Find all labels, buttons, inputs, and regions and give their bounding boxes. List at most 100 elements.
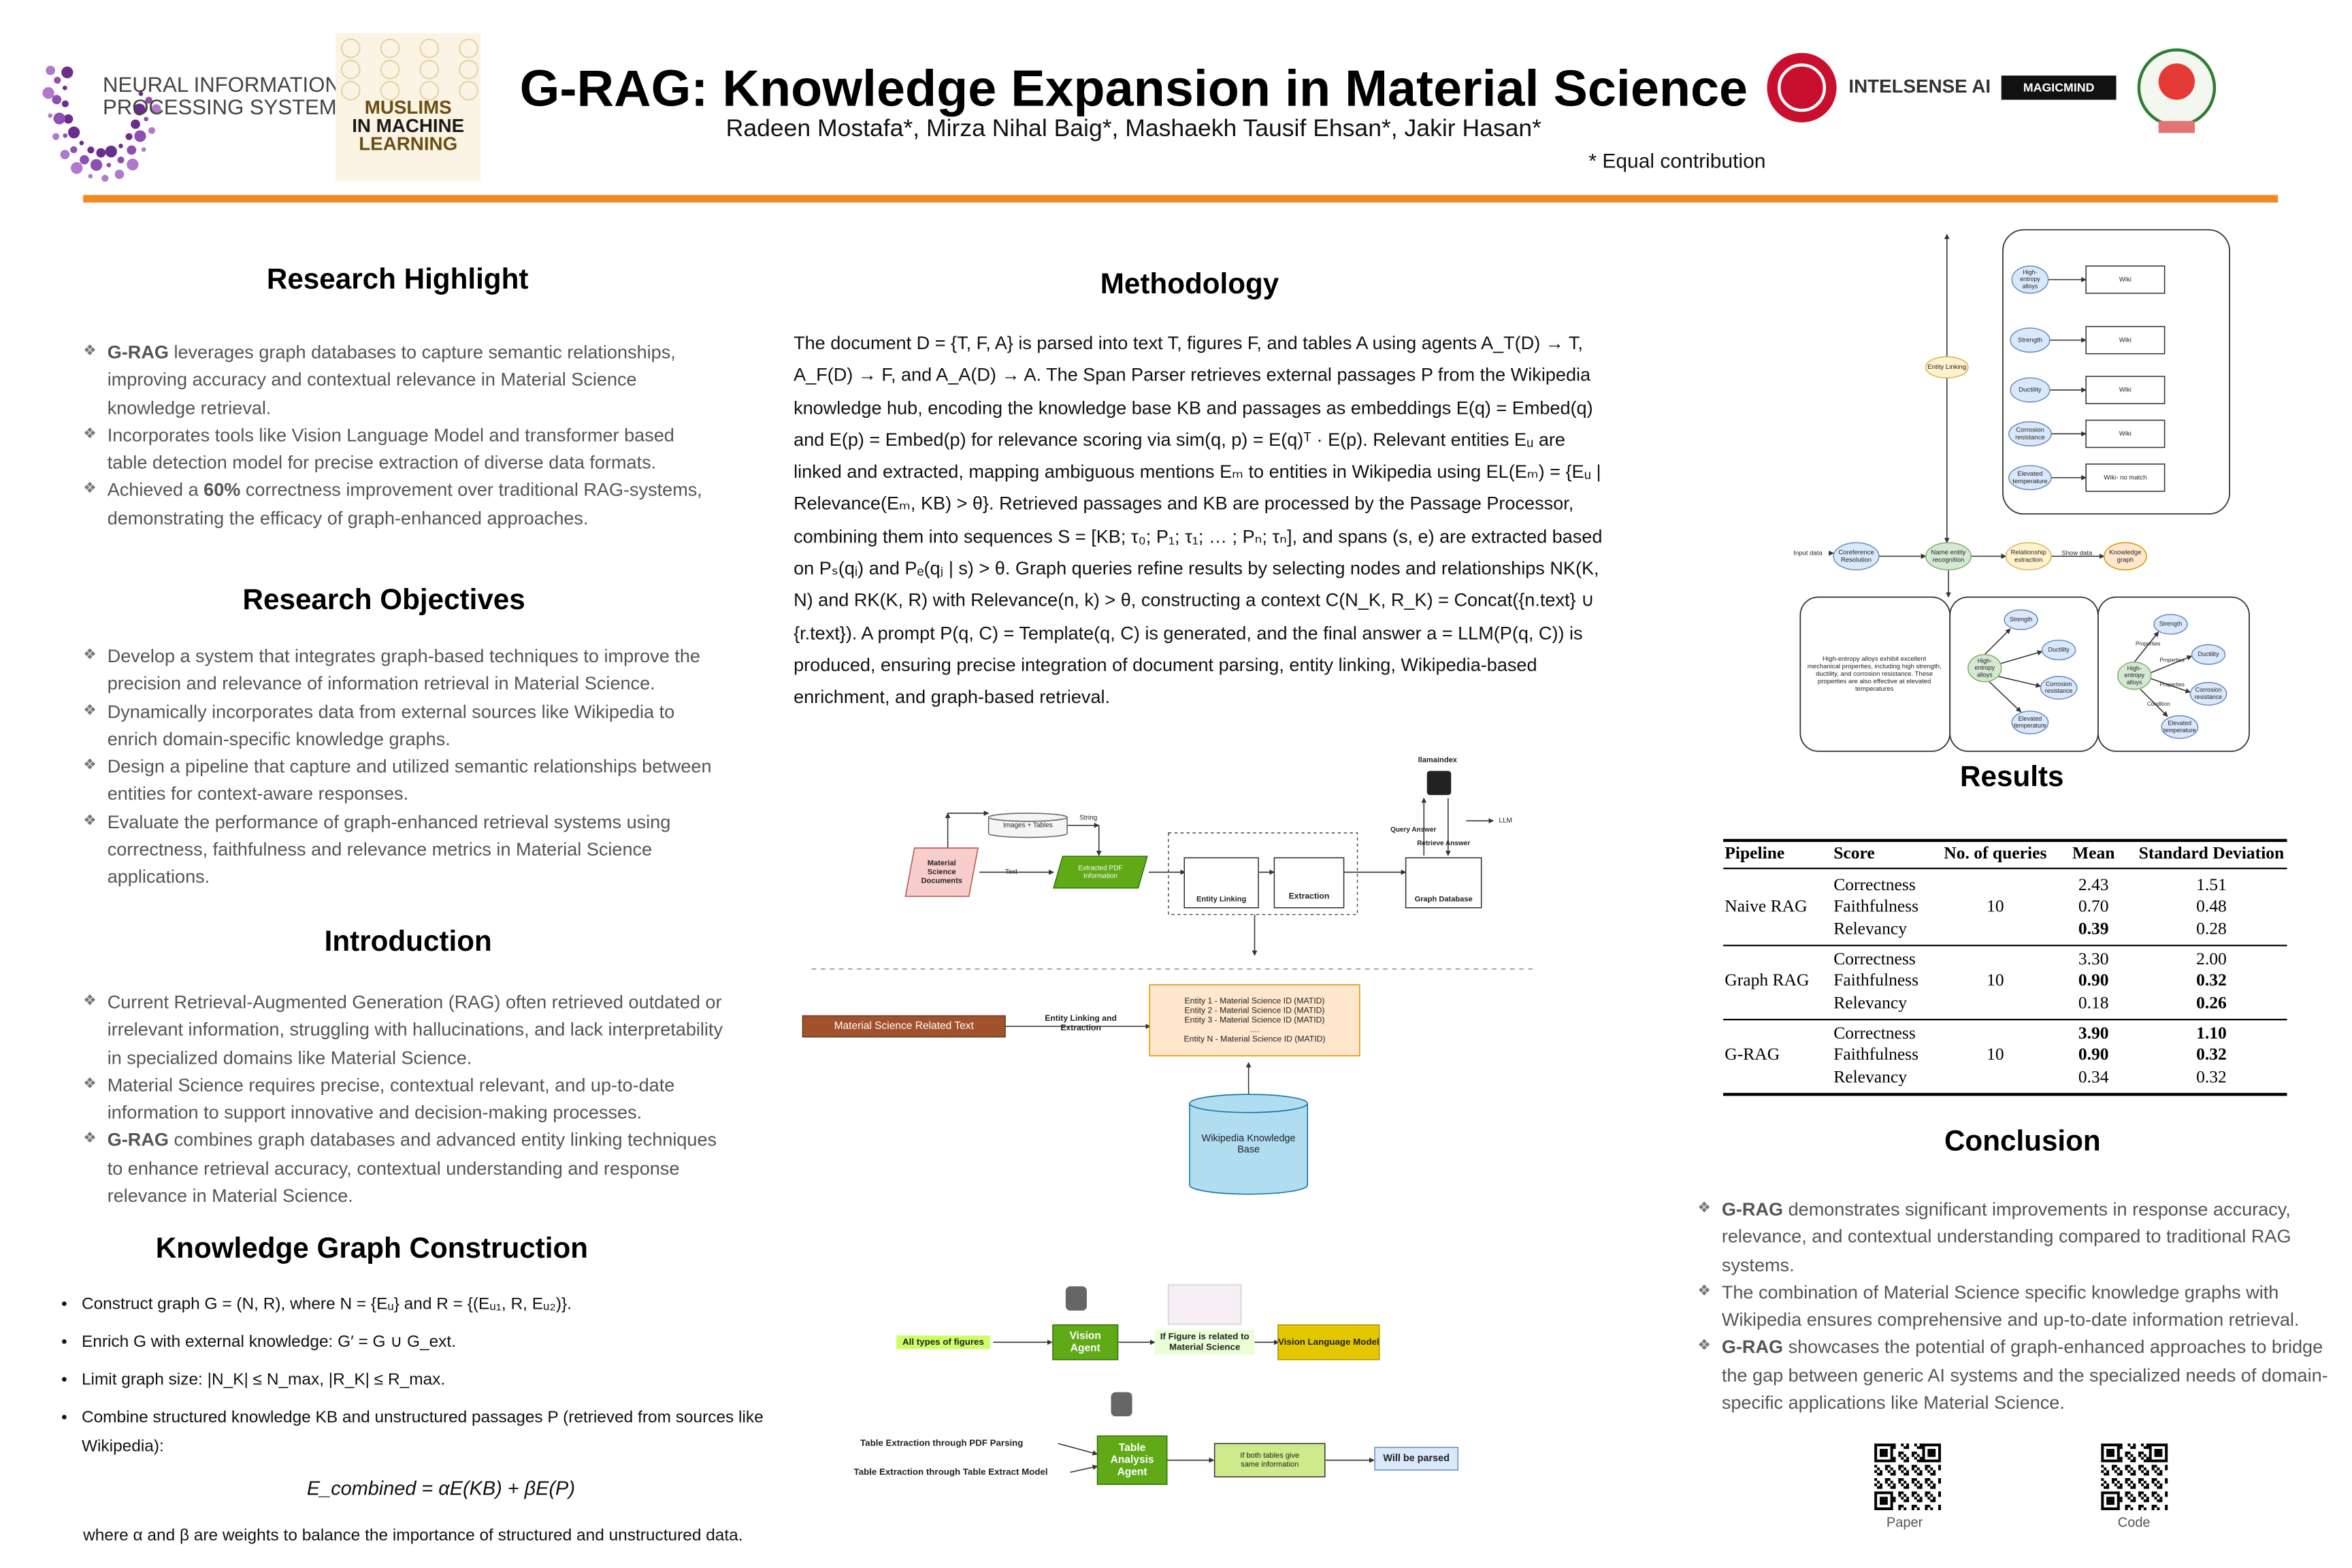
qr-module xyxy=(2101,1454,2104,1457)
qr-module xyxy=(2125,1480,2128,1484)
diagram-node xyxy=(2008,465,2052,491)
qr-module xyxy=(2119,1486,2123,1489)
equation: E_combined = αE(KB) + βE(P) xyxy=(306,1477,575,1500)
diagram-arrow xyxy=(1989,681,2022,713)
qr-module xyxy=(1887,1470,1891,1473)
text-run: Relevancy xyxy=(1833,994,1908,1013)
diagram-label: temperature xyxy=(2014,722,2046,729)
table-cell: Relevancy xyxy=(1833,920,1907,938)
qr-module xyxy=(1906,1473,1910,1476)
qr-module xyxy=(2125,1467,2128,1471)
qr-module xyxy=(1904,1486,1907,1489)
qr-module xyxy=(2101,1507,2104,1510)
diagram-label: Corrosion xyxy=(2046,681,2072,687)
qr-module xyxy=(1906,1483,1910,1486)
qr-module xyxy=(2157,1467,2160,1471)
diagram-label: High- xyxy=(2127,665,2142,672)
diagram-label: Elevated xyxy=(2019,715,2042,722)
qr-module xyxy=(2157,1454,2160,1457)
qr-module xyxy=(1911,1477,1914,1481)
diagram-label: Corrosion xyxy=(2195,687,2222,693)
qr-module xyxy=(1884,1497,1888,1500)
qr-module xyxy=(1874,1451,1878,1454)
table-cell: 0.32 xyxy=(2196,1068,2227,1086)
diagram-label: Strength xyxy=(2159,621,2183,627)
qr-module xyxy=(2133,1499,2136,1503)
qr-module xyxy=(2133,1443,2136,1447)
diagram-node xyxy=(1213,1443,1326,1477)
qr-module xyxy=(2114,1470,2117,1473)
qr-module xyxy=(1887,1465,1891,1468)
qr-module xyxy=(1925,1494,1928,1497)
diagram-label: Entity Linking xyxy=(1927,363,1966,371)
qr-module xyxy=(2154,1451,2157,1454)
bullet: Construct graph G = (N, R), where N = {E… xyxy=(82,1291,815,1320)
logo-dot xyxy=(90,159,103,172)
bold-run: 0.26 xyxy=(2196,994,2227,1013)
diagram-label: Ductility xyxy=(2048,646,2070,653)
qr-module xyxy=(2140,1451,2144,1454)
qr-module xyxy=(2159,1459,2163,1463)
qr-module xyxy=(2133,1459,2136,1463)
qr-module xyxy=(2125,1465,2128,1468)
qr-module xyxy=(2104,1459,2107,1463)
qr-module xyxy=(1882,1451,1885,1454)
qr-module xyxy=(1925,1507,1928,1510)
qr-module xyxy=(2117,1459,2120,1463)
qr-module xyxy=(1914,1470,1917,1473)
qr-module xyxy=(1911,1491,1914,1494)
diagram-label: recognition xyxy=(1933,556,1965,564)
qr-module xyxy=(1927,1454,1931,1457)
qr-module xyxy=(2154,1477,2157,1481)
qr-module xyxy=(2119,1443,2123,1447)
table-cell: 2.43 xyxy=(2078,877,2109,895)
qr-module xyxy=(2101,1491,2104,1494)
qr-module xyxy=(1930,1454,1933,1457)
qr-module xyxy=(1927,1443,1931,1447)
qr-module xyxy=(1879,1459,1883,1463)
logo-text: NEURAL INFORMATION xyxy=(103,73,340,97)
qr-module xyxy=(1914,1451,1917,1454)
qr-module xyxy=(2114,1459,2117,1463)
qr-module xyxy=(1916,1459,1920,1463)
qr-module xyxy=(1893,1443,1896,1447)
qr-module xyxy=(1893,1470,1896,1473)
qr-module xyxy=(2140,1470,2144,1473)
qr-module xyxy=(1884,1467,1888,1471)
qr-module xyxy=(1938,1465,1942,1468)
qr-module xyxy=(1874,1477,1878,1481)
qr-module xyxy=(2133,1483,2136,1486)
qr-module xyxy=(1916,1507,1920,1510)
qr-module xyxy=(2149,1448,2152,1452)
qr-module xyxy=(1893,1459,1896,1463)
qr-module xyxy=(1904,1507,1907,1510)
logo-dot xyxy=(114,169,125,180)
qr-module xyxy=(1882,1443,1885,1447)
qr-module xyxy=(2159,1499,2163,1503)
qr-label: Code xyxy=(2117,1514,2151,1530)
qr-module xyxy=(2133,1456,2136,1460)
table-cell: 0.32 xyxy=(2196,973,2227,991)
qr-module xyxy=(1930,1499,1933,1503)
diagram-label: alloys xyxy=(2127,679,2142,685)
diagram-icon xyxy=(1065,1286,1087,1311)
diagram-node xyxy=(1053,855,1148,889)
qr-module xyxy=(1904,1467,1907,1471)
qr-module xyxy=(1938,1459,1942,1463)
qr-module xyxy=(1922,1443,1925,1447)
logo-ornament xyxy=(340,59,361,80)
qr-module xyxy=(2106,1483,2110,1486)
authors: Radeen Mostafa*, Mirza Nihal Baig*, Mash… xyxy=(725,116,1542,142)
diagram-label: temperature xyxy=(2163,727,2196,734)
qr-module xyxy=(1914,1465,1917,1468)
text-run: Correctness xyxy=(1833,1024,1916,1043)
diagram-arrow xyxy=(1984,628,2011,655)
qr-module xyxy=(1925,1477,1928,1481)
qr-module xyxy=(1933,1448,1936,1452)
diagram-node xyxy=(2085,419,2166,448)
bullet: Evaluate the performance of graph-enhanc… xyxy=(83,808,718,892)
diagram-arrow xyxy=(2140,689,2168,717)
qr-module xyxy=(2140,1497,2144,1500)
logo-text: LEARNING xyxy=(359,133,457,154)
qr-module xyxy=(2106,1443,2110,1447)
